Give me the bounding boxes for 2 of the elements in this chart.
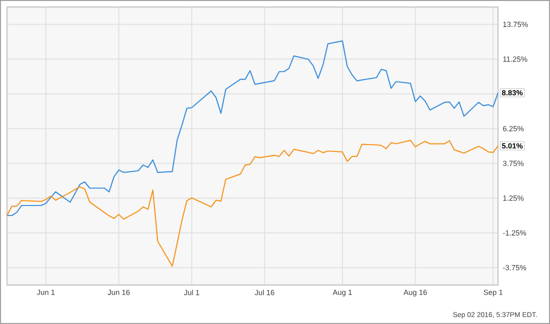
line-series — [6, 40, 499, 216]
line-series — [6, 140, 499, 267]
